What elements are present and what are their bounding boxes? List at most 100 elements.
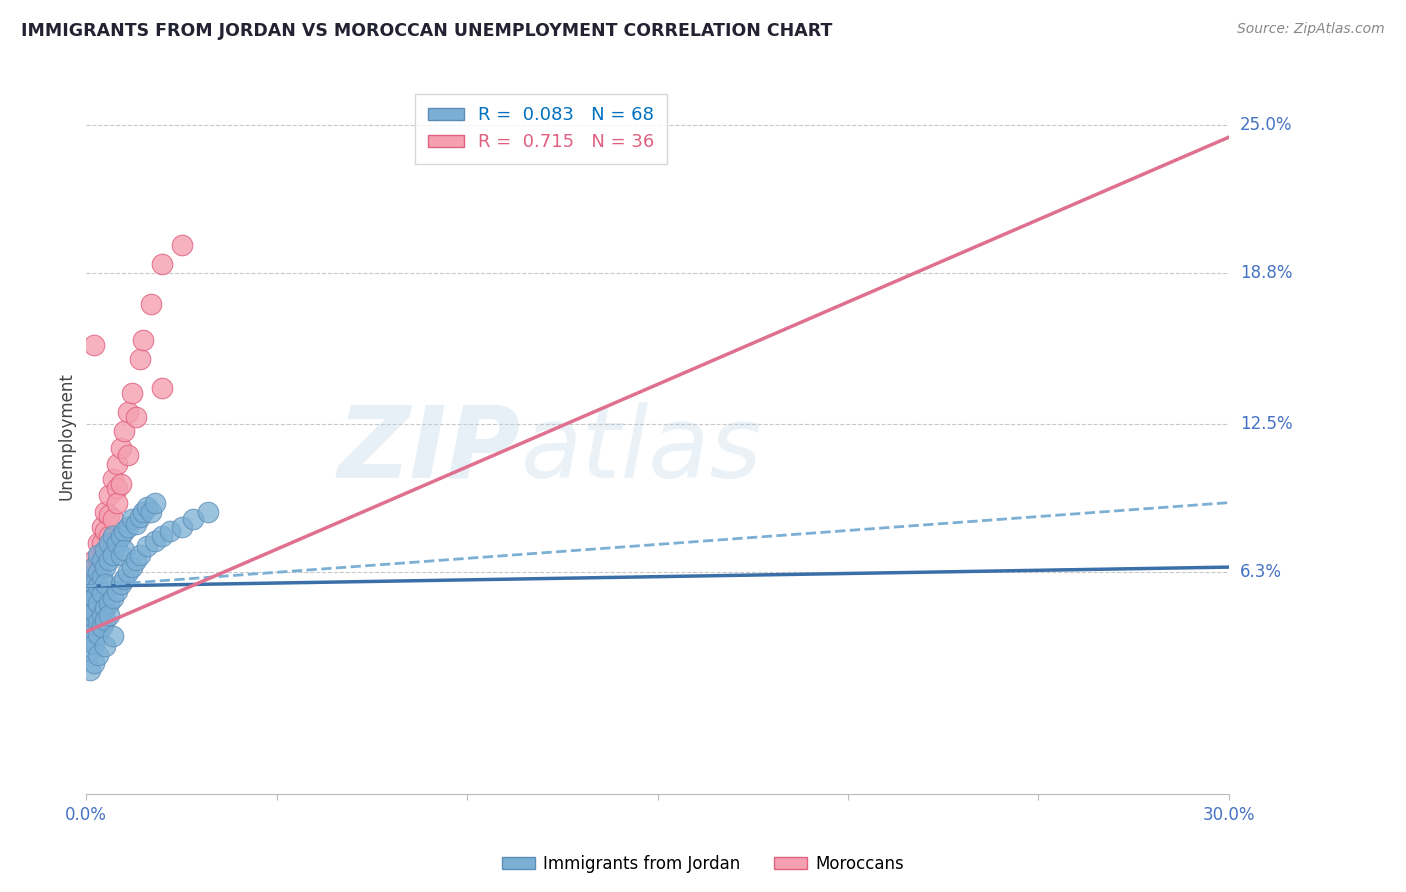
Point	[128, 510, 150, 524]
Point	[86, 627, 108, 641]
Point	[101, 629, 124, 643]
Point	[125, 553, 148, 567]
Point	[90, 519, 112, 533]
Point	[86, 596, 108, 610]
Point	[94, 600, 117, 615]
Point	[79, 644, 101, 658]
Point	[86, 648, 108, 663]
Point	[90, 569, 112, 583]
Point	[94, 505, 117, 519]
Point	[101, 472, 124, 486]
Point	[105, 458, 128, 472]
Point	[83, 338, 105, 352]
Point	[125, 517, 148, 532]
Point	[79, 596, 101, 610]
Point	[181, 512, 204, 526]
Point	[110, 476, 132, 491]
Point	[98, 508, 121, 522]
Text: 30.0%: 30.0%	[1202, 806, 1256, 824]
Point	[98, 488, 121, 502]
Point	[79, 663, 101, 677]
Point	[94, 639, 117, 653]
Point	[112, 524, 135, 539]
Point	[90, 600, 112, 615]
Point	[117, 519, 139, 533]
Point	[90, 607, 112, 622]
Point	[128, 352, 150, 367]
Point	[86, 536, 108, 550]
Point	[94, 548, 117, 562]
Point	[117, 565, 139, 579]
Point	[98, 596, 121, 610]
Text: ZIP: ZIP	[337, 401, 520, 499]
Text: 12.5%: 12.5%	[1240, 415, 1292, 433]
Point	[139, 505, 162, 519]
Point	[101, 591, 124, 606]
Point	[83, 636, 105, 650]
Point	[121, 385, 143, 400]
Point	[117, 405, 139, 419]
Point	[86, 553, 108, 567]
Point	[79, 584, 101, 599]
Point	[105, 495, 128, 509]
Point	[143, 495, 166, 509]
Point	[112, 424, 135, 438]
Point	[101, 529, 124, 543]
Point	[98, 529, 121, 543]
Point	[121, 512, 143, 526]
Point	[105, 536, 128, 550]
Point	[125, 409, 148, 424]
Point	[101, 512, 124, 526]
Point	[136, 539, 159, 553]
Point	[83, 560, 105, 574]
Point	[86, 565, 108, 579]
Point	[143, 533, 166, 548]
Point	[94, 560, 117, 574]
Point	[83, 656, 105, 670]
Point	[86, 579, 108, 593]
Point	[112, 543, 135, 558]
Point	[90, 536, 112, 550]
Point	[90, 553, 112, 567]
Point	[136, 500, 159, 515]
Point	[101, 548, 124, 562]
Text: 0.0%: 0.0%	[65, 806, 107, 824]
Point	[110, 548, 132, 562]
Point	[79, 620, 101, 634]
Point	[86, 548, 108, 562]
Point	[79, 600, 101, 615]
Point	[110, 441, 132, 455]
Point	[132, 505, 155, 519]
Point	[112, 572, 135, 586]
Point	[152, 529, 174, 543]
Text: IMMIGRANTS FROM JORDAN VS MOROCCAN UNEMPLOYMENT CORRELATION CHART: IMMIGRANTS FROM JORDAN VS MOROCCAN UNEMP…	[21, 22, 832, 40]
Point	[90, 620, 112, 634]
Text: atlas: atlas	[520, 401, 762, 499]
Point	[83, 591, 105, 606]
Point	[139, 297, 162, 311]
Point	[98, 553, 121, 567]
Point	[79, 584, 101, 599]
Point	[152, 257, 174, 271]
Point	[83, 624, 105, 639]
Point	[79, 572, 101, 586]
Y-axis label: Unemployment: Unemployment	[58, 372, 75, 500]
Point	[98, 536, 121, 550]
Point	[128, 548, 150, 562]
Legend: R =  0.083   N = 68, R =  0.715   N = 36: R = 0.083 N = 68, R = 0.715 N = 36	[415, 94, 668, 164]
Point	[94, 524, 117, 539]
Point	[79, 607, 101, 622]
Point	[83, 572, 105, 586]
Point	[83, 553, 105, 567]
Point	[110, 577, 132, 591]
Point	[83, 577, 105, 591]
Text: 25.0%: 25.0%	[1240, 116, 1292, 134]
Point	[110, 529, 132, 543]
Point	[86, 620, 108, 634]
Point	[94, 577, 117, 591]
Point	[121, 560, 143, 574]
Point	[105, 584, 128, 599]
Point	[79, 632, 101, 646]
Point	[152, 381, 174, 395]
Point	[94, 613, 117, 627]
